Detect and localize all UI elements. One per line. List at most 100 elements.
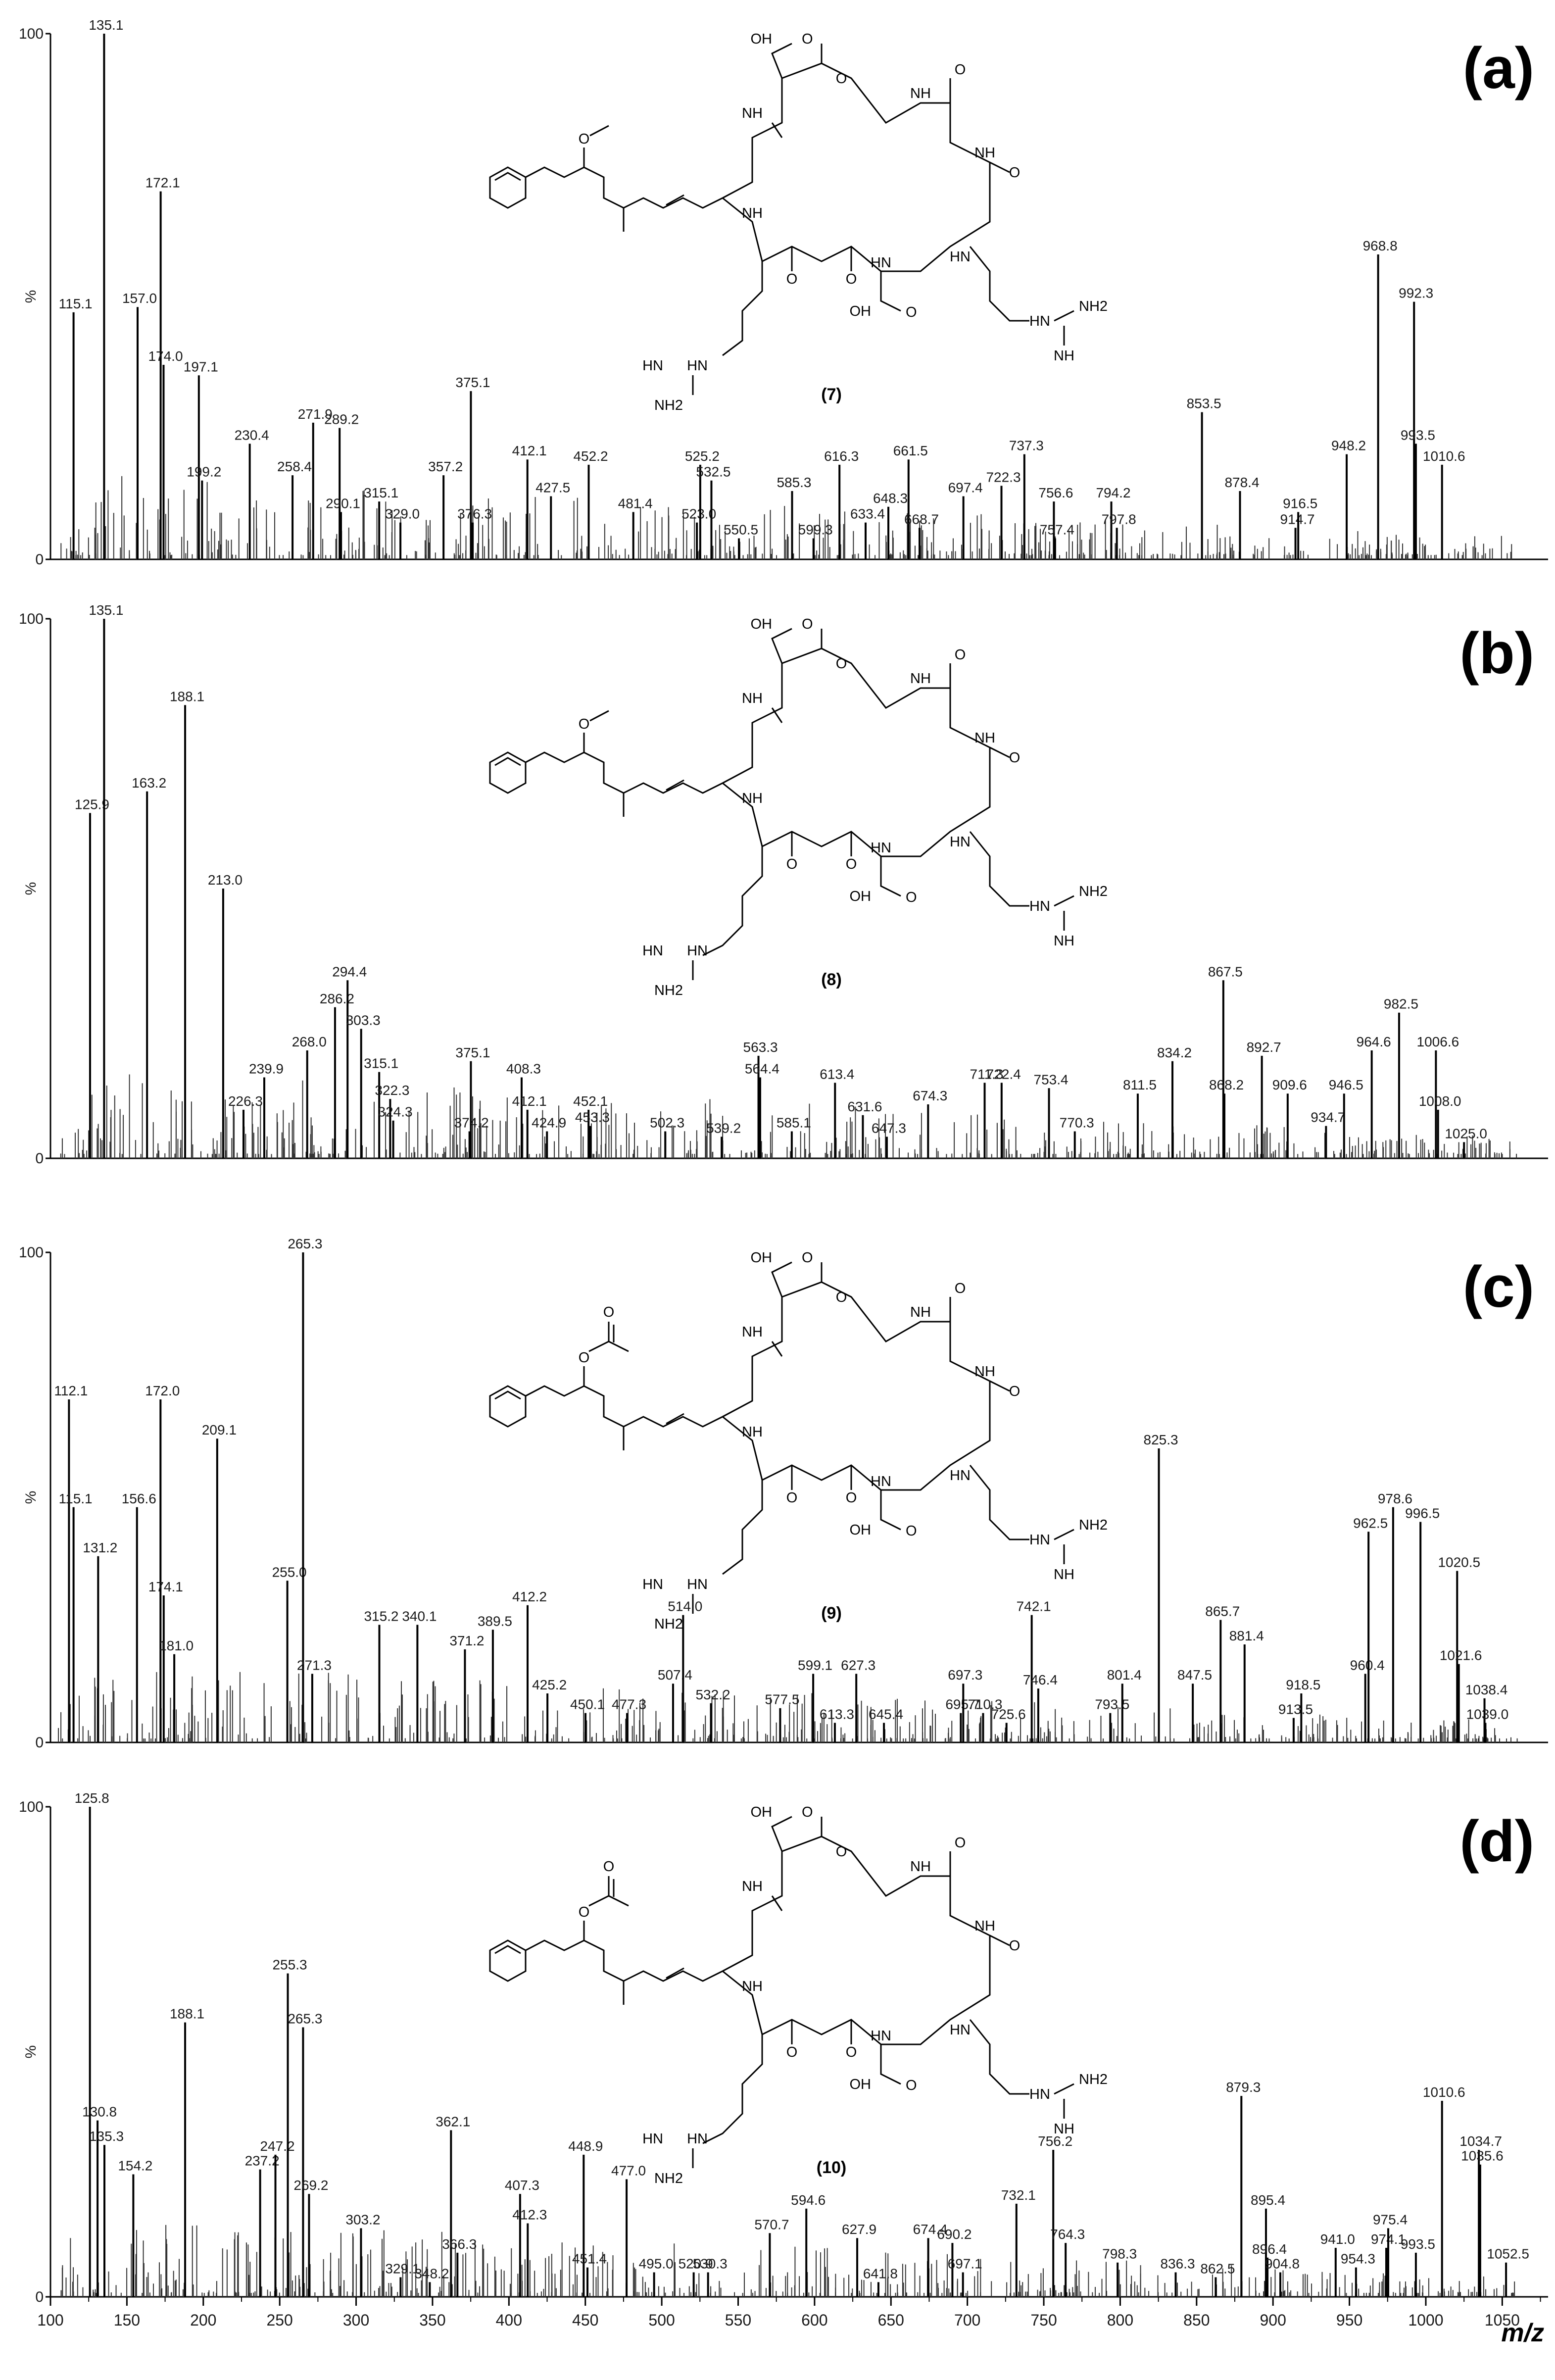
molecular-structure: O OH O NH NH NH NH HN HN O O O O O OH O HN NH2 NH HN NH2 HN (7… bbox=[489, 31, 1108, 413]
aromatic-bond bbox=[494, 1945, 521, 1954]
guanidine-nh2-label: NH2 bbox=[1079, 2072, 1108, 2087]
peak-label: 375.1 bbox=[455, 375, 490, 390]
peak-label: 1010.6 bbox=[1423, 448, 1465, 464]
acid-bond bbox=[771, 1261, 792, 1297]
oxygen-label: O bbox=[1009, 750, 1020, 766]
y-tick-label-0: 0 bbox=[35, 551, 44, 568]
peak-label: 477.0 bbox=[611, 2163, 646, 2178]
oxygen-label: O bbox=[906, 2078, 917, 2093]
peak-label: 539.2 bbox=[706, 1120, 741, 1136]
guanidine-hn-label: HN bbox=[1029, 898, 1050, 914]
peak-label: 199.2 bbox=[187, 464, 221, 480]
guanidine-hn-label: HN bbox=[642, 358, 663, 374]
peak-label: 315.1 bbox=[364, 1056, 398, 1071]
x-tick-label: 100 bbox=[37, 2311, 63, 2329]
peak-label: 631.6 bbox=[847, 1099, 882, 1114]
guanidine-nh2-label: NH2 bbox=[654, 2171, 683, 2186]
aromatic-bond bbox=[494, 1390, 521, 1400]
benzene-ring bbox=[489, 1385, 527, 1428]
y-axis-label: % bbox=[23, 882, 39, 895]
peak-label: 975.4 bbox=[1373, 2212, 1408, 2227]
y-tick-label-0: 0 bbox=[35, 2289, 44, 2305]
carbonyl bbox=[989, 746, 1010, 758]
peak-label: 1025.0 bbox=[1445, 1126, 1487, 1141]
amide-nh-label: NH bbox=[742, 1324, 763, 1340]
x-tick-label: 950 bbox=[1336, 2311, 1362, 2329]
peak-label: 412.3 bbox=[512, 2207, 547, 2223]
side-chain-bonds bbox=[525, 1939, 723, 1982]
y-tick-label-0: 0 bbox=[35, 1150, 44, 1167]
oxygen-label: O bbox=[906, 1523, 917, 1539]
oxygen-label: O bbox=[802, 1804, 813, 1820]
hydroxyl-label: OH bbox=[751, 1250, 773, 1266]
peak-label: 289.2 bbox=[324, 412, 359, 427]
peak-label: 674.3 bbox=[913, 1088, 947, 1103]
oxygen-label: O bbox=[906, 304, 917, 320]
peak-label: 532.5 bbox=[696, 464, 730, 480]
x-tick-label: 500 bbox=[648, 2311, 675, 2329]
guanidine-nh2-label: NH2 bbox=[1079, 1517, 1108, 1533]
guanidine-nh-label: NH bbox=[1054, 1567, 1074, 1583]
peak-label: 157.0 bbox=[122, 291, 157, 306]
panel-letter: (c) bbox=[1463, 1254, 1534, 1320]
peak-label: 389.5 bbox=[478, 1613, 512, 1629]
peak-label: 801.4 bbox=[1107, 1667, 1142, 1683]
oxygen-label: O bbox=[786, 856, 798, 872]
panel-letter: (b) bbox=[1459, 621, 1534, 686]
oxygen-label: O bbox=[603, 1304, 615, 1320]
amide-nh-label: NH bbox=[742, 205, 763, 221]
peak-label: 742.1 bbox=[1017, 1599, 1051, 1614]
acid-bond bbox=[880, 271, 901, 312]
peak-label: 329.1 bbox=[385, 2261, 420, 2276]
benzene-ring bbox=[489, 166, 527, 209]
peak-label: 315.2 bbox=[364, 1608, 398, 1624]
peak-label: 737.3 bbox=[1009, 438, 1044, 453]
panel-letter: (a) bbox=[1463, 36, 1534, 101]
molecular-structure: O O OH O NH NH NH NH HN HN O O O O O OH O HN NH2 NH HN NH2 HN (… bbox=[489, 1250, 1108, 1632]
guanidine-hn-label: HN bbox=[687, 1577, 708, 1592]
y-tick-label-0: 0 bbox=[35, 1735, 44, 1751]
peak-label: 324.3 bbox=[378, 1104, 413, 1120]
peak-label: 188.1 bbox=[170, 2006, 204, 2022]
oxygen-label: O bbox=[846, 2044, 857, 2060]
peak-label: 294.4 bbox=[332, 964, 367, 979]
peak-label: 836.3 bbox=[1160, 2256, 1195, 2272]
peak-label: 172.1 bbox=[146, 175, 180, 191]
peak-label: 599.3 bbox=[798, 522, 833, 538]
basic-side-chain bbox=[702, 2034, 763, 2144]
peak-label: 918.5 bbox=[1286, 1677, 1320, 1692]
peak-label: 993.5 bbox=[1401, 2236, 1435, 2252]
peak-label: 868.2 bbox=[1209, 1077, 1244, 1092]
amide-nh-label: NH bbox=[742, 791, 763, 806]
amide-nh-label: NH bbox=[974, 145, 995, 161]
oxygen-label: O bbox=[846, 856, 857, 872]
hydroxyl-label: OH bbox=[751, 1804, 773, 1820]
peak-label: 174.1 bbox=[148, 1579, 183, 1594]
oxygen-label: O bbox=[1009, 1384, 1020, 1399]
peak-label: 599.1 bbox=[798, 1657, 832, 1673]
peak-label: 913.5 bbox=[1278, 1702, 1313, 1717]
hydroxyl-label: OH bbox=[751, 616, 773, 632]
y-tick-label-100: 100 bbox=[19, 1799, 44, 1815]
amide-nh-label: NH bbox=[742, 1424, 763, 1440]
amide-hn-label: HN bbox=[950, 249, 971, 265]
oxygen-label: O bbox=[579, 1904, 590, 1920]
y-axis-label: % bbox=[23, 290, 39, 303]
y-tick-label-100: 100 bbox=[19, 26, 44, 42]
oxygen-label: O bbox=[786, 271, 798, 287]
peak-label: 172.0 bbox=[145, 1383, 180, 1398]
aromatic-bond bbox=[494, 172, 521, 181]
peak-label: 226.3 bbox=[228, 1093, 263, 1109]
amide-hn-label: HN bbox=[950, 2022, 971, 2038]
amide-nh-label: NH bbox=[910, 1859, 931, 1875]
peak-label: 756.6 bbox=[1038, 485, 1073, 500]
noise-peaks bbox=[60, 476, 1512, 559]
acid-bond bbox=[880, 2044, 901, 2085]
peak-label: 495.0 bbox=[639, 2256, 674, 2272]
amide-nh-label: NH bbox=[974, 1364, 995, 1380]
peak-label: 265.3 bbox=[288, 2011, 322, 2027]
oxygen-label: O bbox=[579, 716, 590, 732]
peak-label: 303.3 bbox=[346, 1012, 381, 1028]
peak-label: 757.4 bbox=[1040, 522, 1074, 538]
peak-label: 878.4 bbox=[1224, 475, 1259, 490]
